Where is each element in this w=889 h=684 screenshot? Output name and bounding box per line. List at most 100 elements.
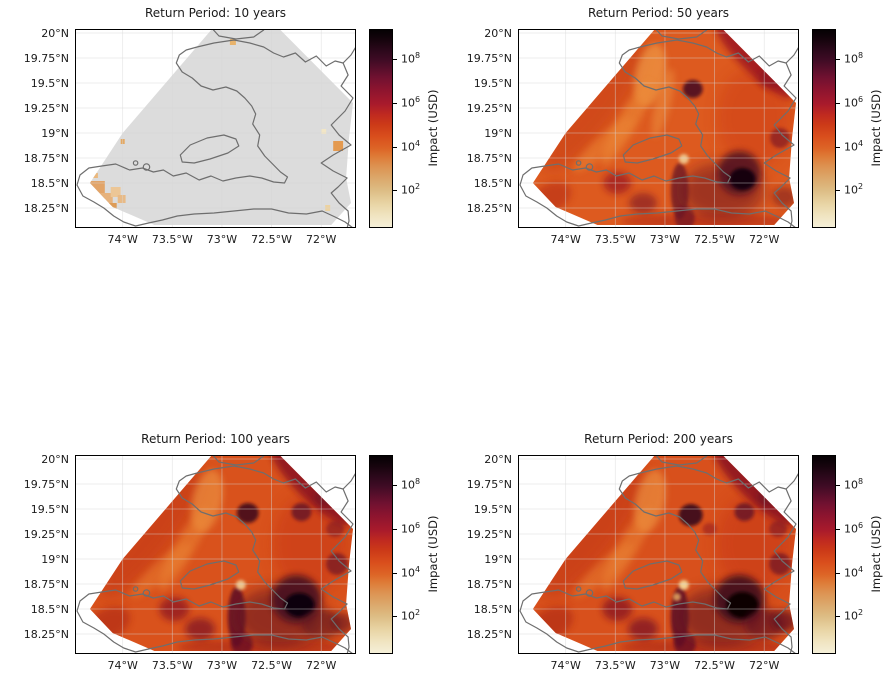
y-tick-label: 19.75°N (23, 477, 69, 491)
colorbar-tick-label: 106 (844, 94, 864, 110)
panel-title: Return Period: 50 years (587, 6, 730, 20)
impact-hotspot (185, 618, 215, 640)
y-tick-label: 18.5°N (30, 602, 69, 616)
y-tick-label: 19°N (41, 126, 69, 140)
impact-cell (321, 129, 327, 134)
colorbar-tick (836, 147, 840, 149)
y-tick-label: 19.25°N (466, 101, 512, 115)
y-tick-label: 18.25°N (23, 201, 69, 215)
axes-frame (518, 455, 799, 654)
map-svg (518, 455, 799, 654)
gonave-island-coastline (622, 560, 683, 590)
x-tick-label: 73.5°W (594, 659, 636, 672)
colorbar-tick-label: 104 (844, 565, 864, 580)
impact-hotspot (702, 523, 717, 535)
y-tick-label: 19.75°N (466, 477, 512, 491)
panel-title: Return Period: 200 years (584, 432, 733, 446)
impact-hotspot (672, 593, 681, 601)
axes-frame (518, 29, 799, 228)
impact-hotspot (326, 553, 348, 575)
coastlines (76, 455, 356, 654)
impact-hotspot (674, 206, 695, 225)
colorbar-tick-label: 104 (401, 139, 421, 154)
x-tick-label: 72°W (749, 659, 780, 672)
y-tick-label: 19.5°N (473, 76, 512, 90)
colorbar-gradient (812, 455, 836, 654)
x-tick-label: 72°W (749, 233, 780, 246)
colorbar-tick (393, 573, 397, 575)
gonave-island-coastline (179, 560, 240, 590)
subplot-return-period-50y: Return Period: 50 years Impact (USD) 108… (467, 6, 883, 246)
subplot-return-period-100y: Return Period: 100 years Impact (USD) 10… (24, 432, 440, 672)
colorbar-tick-label: 108 (401, 476, 421, 492)
x-tick-label: 74°W (550, 659, 581, 672)
impact-cell (110, 187, 121, 197)
y-tick-label: 20°N (484, 452, 512, 466)
impact-hotspot (573, 117, 634, 173)
islet-coastline (142, 163, 151, 171)
y-tick-label: 18.5°N (30, 176, 69, 190)
colorbar-tick (393, 102, 397, 105)
x-tick-label: 73°W (649, 233, 681, 246)
x-tick-label: 73.5°W (151, 233, 193, 246)
colorbar-10y: Impact (USD) 108 106 104 102 (369, 29, 479, 228)
colorbar-tick (393, 615, 397, 617)
tortuga-island-coastline (211, 455, 265, 466)
colorbar-tick-label: 108 (844, 50, 864, 66)
y-tick-label: 19.25°N (23, 101, 69, 115)
impact-hotspot (130, 543, 191, 599)
impact-hotspot (758, 68, 787, 88)
islet-coastline (132, 586, 139, 592)
y-tick-label: 18.5°N (473, 176, 512, 190)
colorbar-tick (393, 147, 397, 149)
colorbar-tick (836, 528, 840, 531)
impact-hotspot (772, 187, 796, 207)
haiti-dr-border (320, 62, 354, 228)
colorbar-label: Impact (USD) (869, 89, 883, 167)
y-tick-label: 20°N (41, 452, 69, 466)
colorbar-tick-label: 108 (844, 476, 864, 492)
x-tick-label: 73°W (206, 659, 238, 672)
islet-coastline (575, 586, 582, 592)
y-tick-label: 19.25°N (466, 527, 512, 541)
y-tick-label: 19.5°N (30, 76, 69, 90)
impact-cell (117, 195, 126, 203)
impact-hotspot (682, 80, 703, 98)
y-tick-label: 19°N (484, 126, 512, 140)
colorbar-tick-label: 102 (844, 181, 864, 197)
axes-frame (75, 455, 356, 654)
map-canvas-10y (75, 29, 356, 228)
x-tick-label: 74°W (107, 659, 138, 672)
haiti-dr-border (763, 488, 797, 654)
impact-hotspot (326, 521, 344, 537)
impact-hotspot (620, 639, 790, 651)
tortuga-island-coastline (654, 455, 708, 466)
map-canvas-200y (518, 455, 799, 654)
y-tick-label: 18.75°N (23, 577, 69, 591)
impact-hotspot (629, 193, 657, 213)
y-tick-label: 19.75°N (23, 51, 69, 65)
colorbar-tick (836, 102, 840, 105)
haiti-coastline (76, 39, 356, 228)
colorbar-tick-label: 108 (401, 50, 421, 66)
x-tick-label: 73.5°W (594, 233, 636, 246)
islet-coastline (142, 589, 151, 597)
impact-hotspot (678, 154, 689, 164)
x-tick-label: 72°W (306, 233, 337, 246)
impact-cell (92, 173, 98, 178)
colorbar-tick-label: 102 (401, 181, 421, 197)
impact-data-region (89, 29, 354, 225)
impact-hotspot (729, 168, 756, 190)
impact-hotspot (734, 503, 755, 521)
y-tick-label: 19.5°N (473, 502, 512, 516)
impact-hotspot (573, 543, 634, 599)
impact-hotspot (628, 618, 658, 640)
impact-hotspot (235, 580, 246, 590)
impact-hotspot (651, 68, 675, 138)
x-tick-label: 72.5°W (694, 233, 736, 246)
colorbar-tick (836, 615, 840, 617)
x-tick-label: 73.5°W (151, 659, 193, 672)
x-tick-label: 72.5°W (694, 659, 736, 672)
coastlines (519, 455, 799, 654)
impact-hotspot (291, 503, 312, 521)
